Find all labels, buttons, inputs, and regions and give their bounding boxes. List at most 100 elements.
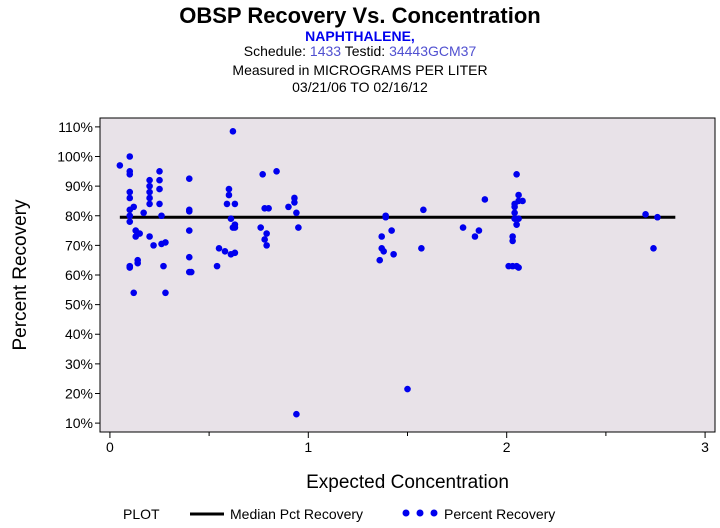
x-tick-label: 3 — [701, 439, 709, 455]
data-point — [231, 200, 239, 208]
data-point — [259, 170, 266, 178]
data-point — [156, 200, 163, 208]
x-axis-label: Expected Concentration — [306, 472, 509, 493]
data-point — [126, 194, 134, 202]
data-point — [185, 253, 193, 261]
data-point — [146, 176, 153, 184]
data-point — [225, 185, 233, 193]
plot-area — [99, 117, 716, 433]
measured-units: MICROGRAMS PER LITER — [313, 62, 488, 78]
data-point — [185, 227, 193, 234]
analyte-subtitle: NAPHTHALENE, — [305, 28, 415, 44]
y-axis: 10% 20% 30% 40% 50% 60% 70% 80% 90% 100% 110% — [57, 119, 100, 431]
y-tick-label: 10% — [65, 415, 93, 431]
schedule-value: 1433 — [309, 43, 342, 59]
data-point — [215, 245, 223, 252]
data-point — [126, 218, 134, 225]
data-point — [116, 162, 124, 169]
data-point — [390, 250, 397, 258]
data-point — [513, 170, 520, 178]
data-point — [515, 215, 522, 223]
y-tick-label: 70% — [65, 237, 93, 253]
data-point — [376, 256, 384, 264]
y-tick-label: 90% — [65, 178, 93, 194]
y-tick-label: 60% — [65, 267, 93, 283]
data-point — [134, 259, 141, 267]
data-point — [388, 227, 395, 234]
data-point — [126, 170, 134, 178]
legend-point — [402, 509, 410, 517]
data-point — [126, 212, 134, 220]
data-point — [642, 210, 649, 218]
x-axis: 0 1 2 3 — [106, 432, 709, 455]
data-point — [156, 168, 163, 175]
y-tick-label: 100% — [57, 149, 93, 165]
x-tick-label: 1 — [304, 439, 312, 455]
y-tick-label: 110% — [58, 119, 93, 135]
data-point — [459, 224, 467, 231]
data-point — [229, 128, 237, 135]
data-point — [650, 245, 657, 252]
legend-plot-label: PLOT — [123, 506, 160, 522]
data-point — [265, 205, 272, 212]
data-point — [519, 197, 526, 205]
data-point — [257, 224, 264, 231]
data-point — [380, 248, 387, 255]
data-point — [221, 248, 229, 255]
data-point — [227, 215, 235, 223]
data-point — [126, 153, 134, 160]
data-point — [130, 289, 138, 297]
data-point — [231, 224, 239, 231]
data-point — [213, 262, 221, 270]
y-tick-label: 50% — [65, 297, 93, 313]
data-point — [130, 203, 138, 211]
legend: PLOT Median Pct Recovery Percent Recover… — [123, 506, 555, 522]
y-tick-label: 30% — [65, 356, 93, 372]
data-point — [156, 176, 163, 184]
data-point — [263, 230, 270, 237]
y-tick-label: 80% — [65, 208, 93, 224]
data-point — [481, 196, 489, 203]
data-point — [225, 191, 233, 199]
data-point — [146, 233, 153, 240]
x-tick-label: 2 — [503, 439, 511, 455]
schedule-label: Schedule: — [243, 43, 307, 59]
data-point — [146, 188, 153, 196]
data-point — [146, 182, 153, 190]
legend-point — [416, 509, 424, 517]
data-point — [285, 203, 292, 211]
data-point — [420, 206, 427, 214]
data-point — [146, 200, 153, 208]
data-point — [378, 233, 386, 240]
x-tick-label: 0 — [106, 439, 114, 455]
data-point — [509, 237, 516, 245]
data-point — [126, 188, 134, 196]
data-point — [263, 242, 270, 249]
y-tick-label: 20% — [65, 385, 93, 401]
data-point — [231, 249, 239, 257]
data-point — [160, 262, 167, 270]
testid-value: 34443GCM37 — [389, 43, 477, 59]
data-point — [404, 385, 411, 393]
data-point — [185, 208, 193, 215]
data-point — [273, 168, 280, 175]
data-point — [223, 200, 231, 208]
data-point — [185, 175, 193, 183]
data-point — [162, 289, 169, 297]
measured-label: Measured in — [232, 62, 310, 78]
data-point — [293, 209, 300, 217]
data-point — [162, 239, 169, 246]
data-point — [158, 212, 165, 220]
legend-point — [430, 509, 438, 517]
y-tick-label: 40% — [65, 326, 93, 342]
schedule-line: Schedule: 1433 Testid: 34443GCM37 — [0, 43, 720, 59]
data-point — [156, 185, 163, 193]
date-range: 03/21/06 TO 02/16/12 — [292, 79, 428, 95]
data-point — [511, 209, 518, 217]
data-point — [382, 213, 389, 221]
data-point — [654, 213, 661, 221]
y-axis-label: Percent Recovery — [10, 199, 31, 351]
legend-points-swatch — [402, 509, 438, 517]
data-point — [187, 268, 195, 276]
data-point — [136, 230, 143, 237]
